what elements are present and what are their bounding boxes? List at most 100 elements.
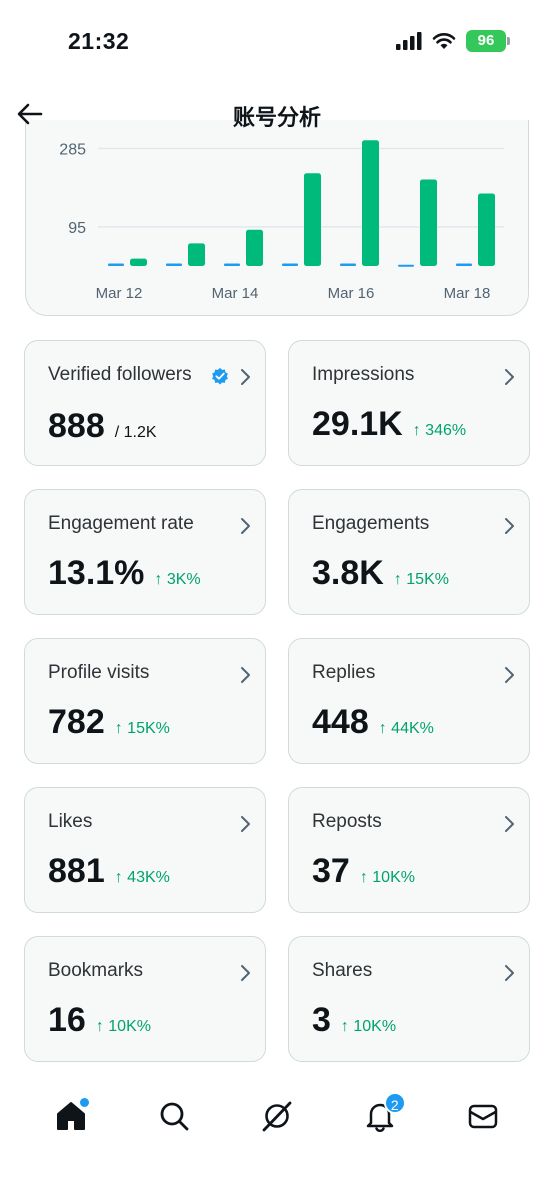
home-icon [57, 1102, 86, 1130]
stat-change: ↑ 44K% [378, 720, 434, 737]
bar-mar-17-series-2 [420, 179, 437, 266]
stat-value-row: 782 ↑ 15K% [48, 703, 170, 742]
bar-mar-15-series-2 [304, 173, 321, 266]
stat-total: / 1.2K [114, 424, 157, 441]
stat-change: ↑ 346% [412, 422, 467, 439]
stat-value-row: 3.8K ↑ 15K% [312, 554, 449, 593]
status-time: 21:32 [68, 28, 130, 54]
stat-label: Shares [312, 960, 373, 981]
nav-messages[interactable] [463, 1096, 503, 1136]
stat-label: Impressions [312, 364, 415, 385]
wifi-icon [432, 33, 456, 49]
battery-indicator: 96 [466, 30, 510, 52]
nav-notifications[interactable]: 2 [360, 1092, 406, 1136]
grok-icon [262, 1101, 292, 1132]
stat-label: Likes [48, 811, 93, 832]
stat-card-verified-followers[interactable]: Verified followers 888 / 1.2K [24, 340, 266, 466]
stat-value: 3 [312, 1001, 331, 1039]
mail-icon [468, 1104, 497, 1129]
stat-value: 888 [48, 407, 105, 445]
x-tick-label: Mar 18 [444, 285, 491, 302]
nav-grok[interactable] [257, 1096, 297, 1136]
bar-mar-15-series-1 [282, 263, 298, 266]
verified-badge-icon [212, 367, 228, 385]
chevron-right-icon [505, 816, 514, 832]
bar-mar-18-series-1 [456, 263, 472, 266]
chevron-right-icon [241, 518, 250, 534]
bar-mar-14-series-1 [224, 263, 240, 266]
x-tick-label: Mar 14 [212, 285, 259, 302]
page-title: 账号分析 [232, 105, 321, 130]
stat-label: Engagements [312, 513, 430, 534]
stat-value: 881 [48, 852, 105, 890]
y-tick-label: 95 [68, 220, 86, 237]
chevron-right-icon [505, 369, 514, 385]
stat-label: Replies [312, 662, 376, 683]
stat-value-row: 448 ↑ 44K% [312, 703, 434, 742]
stat-card-bookmarks[interactable]: Bookmarks 16 ↑ 10K% [24, 936, 266, 1062]
status-bar: 21:32 96 [0, 0, 554, 80]
stat-card-engagements[interactable]: Engagements 3.8K ↑ 15K% [288, 489, 530, 615]
stat-value-row: 3 ↑ 10K% [312, 1001, 396, 1040]
battery-level: 96 [466, 30, 506, 52]
stat-value-row: 888 / 1.2K [48, 407, 157, 446]
search-icon [160, 1102, 189, 1131]
stat-value: 3.8K [312, 554, 384, 592]
battery-cap [507, 37, 510, 45]
chart-card: 285 95 Mar 12 Mar 14 Mar 16 Mar 18 [25, 120, 529, 316]
stat-card-engagement-rate[interactable]: Engagement rate 13.1% ↑ 3K% [24, 489, 266, 615]
chevron-right-icon [505, 965, 514, 981]
stat-value-row: 16 ↑ 10K% [48, 1001, 151, 1040]
bar-mar-12-series-1 [108, 263, 124, 266]
stat-value: 13.1% [48, 554, 145, 592]
chevron-right-icon [505, 667, 514, 683]
stat-label: Profile visits [48, 662, 150, 683]
bar-mar-16-series-1 [340, 263, 356, 266]
status-icons: 96 [396, 30, 510, 52]
stat-change: ↑ 3K% [154, 571, 201, 588]
stat-card-reposts[interactable]: Reposts 37 ↑ 10K% [288, 787, 530, 913]
y-tick-label: 285 [59, 142, 86, 159]
x-tick-label: Mar 16 [328, 285, 375, 302]
stat-label: Reposts [312, 811, 382, 832]
stat-label: Verified followers [48, 364, 192, 385]
stat-value-row: 881 ↑ 43K% [48, 852, 170, 891]
stat-card-profile-visits[interactable]: Profile visits 782 ↑ 15K% [24, 638, 266, 764]
stat-value: 448 [312, 703, 369, 741]
bar-mar-14-series-2 [246, 229, 263, 266]
home-unread-dot [80, 1098, 90, 1107]
stat-change: ↑ 15K% [114, 720, 170, 737]
stat-value: 16 [48, 1001, 86, 1039]
x-tick-label: Mar 12 [96, 285, 143, 302]
stat-card-likes[interactable]: Likes 881 ↑ 43K% [24, 787, 266, 913]
bar-mar-18-series-2 [478, 193, 495, 266]
stat-change: ↑ 15K% [393, 571, 449, 588]
stat-label: Bookmarks [48, 960, 144, 981]
chevron-right-icon [505, 518, 514, 534]
chevron-right-icon [241, 369, 250, 385]
chevron-right-icon [241, 667, 250, 683]
stat-value: 29.1K [312, 405, 403, 443]
nav-home[interactable] [51, 1096, 91, 1136]
stat-value: 37 [312, 852, 350, 890]
bar-mar-13-series-2 [188, 243, 205, 266]
stat-value-row: 29.1K ↑ 346% [312, 405, 466, 444]
stat-change: ↑ 10K% [340, 1018, 397, 1035]
nav-search[interactable] [154, 1096, 194, 1136]
stat-label: Engagement rate [48, 513, 194, 534]
stat-change: ↑ 10K% [359, 869, 415, 886]
cellular-signal-icon [396, 32, 422, 50]
stat-card-replies[interactable]: Replies 448 ↑ 44K% [288, 638, 530, 764]
stat-value-row: 13.1% ↑ 3K% [48, 554, 201, 593]
stat-card-impressions[interactable]: Impressions 29.1K ↑ 346% [288, 340, 530, 466]
bar-chart: 285 95 Mar 12 Mar 14 Mar 16 Mar 18 [59, 140, 504, 302]
back-arrow-icon[interactable] [14, 98, 46, 130]
bar-mar-13-series-1 [166, 263, 182, 266]
stat-change: ↑ 10K% [95, 1018, 151, 1035]
bar-mar-16-series-2 [362, 140, 379, 266]
chevron-right-icon [241, 965, 250, 981]
chevron-right-icon [241, 816, 250, 832]
stat-card-shares[interactable]: Shares 3 ↑ 10K% [288, 936, 530, 1062]
stat-value: 782 [48, 703, 105, 741]
stat-value-row: 37 ↑ 10K% [312, 852, 415, 891]
